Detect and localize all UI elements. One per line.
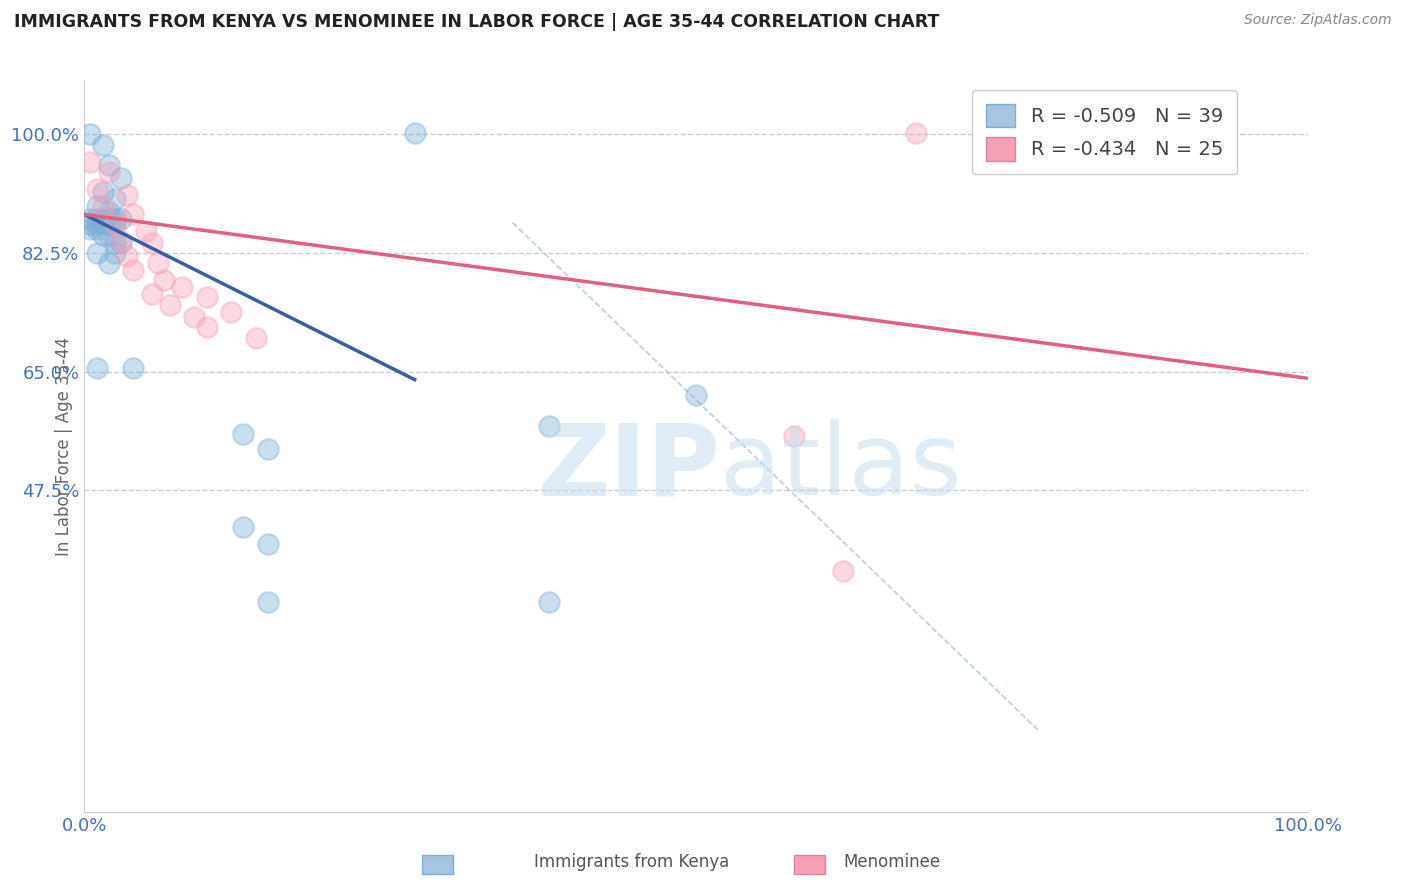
Text: atlas: atlas	[720, 419, 962, 516]
Point	[135, 224, 157, 238]
Point	[91, 227, 114, 242]
Text: IMMIGRANTS FROM KENYA VS MENOMINEE IN LABOR FORCE | AGE 35-44 CORRELATION CHART: IMMIGRANTS FROM KENYA VS MENOMINEE IN LA…	[14, 13, 939, 31]
Point	[91, 137, 114, 152]
Point	[172, 280, 194, 294]
Point	[195, 320, 218, 334]
Point	[97, 227, 120, 242]
Point	[97, 217, 120, 231]
Point	[257, 442, 280, 457]
Text: Menominee: Menominee	[844, 853, 941, 871]
Point	[104, 217, 127, 231]
Point	[104, 246, 127, 260]
Point	[115, 249, 138, 263]
Text: ZIP: ZIP	[537, 419, 720, 516]
Point	[110, 171, 132, 186]
Point	[110, 235, 132, 250]
Legend: R = -0.509   N = 39, R = -0.434   N = 25: R = -0.509 N = 39, R = -0.434 N = 25	[973, 90, 1237, 175]
Text: Source: ZipAtlas.com: Source: ZipAtlas.com	[1244, 13, 1392, 28]
Y-axis label: In Labor Force | Age 35-44: In Labor Force | Age 35-44	[55, 336, 73, 556]
Point	[141, 235, 163, 250]
Point	[245, 331, 267, 345]
Point	[91, 185, 114, 199]
Point	[91, 217, 114, 231]
Point	[232, 520, 254, 534]
Point	[122, 263, 145, 277]
Point	[86, 198, 108, 212]
Point	[685, 388, 707, 402]
Point	[79, 222, 101, 236]
Point	[86, 222, 108, 236]
Point	[97, 212, 120, 227]
Point	[538, 418, 561, 433]
Point	[97, 205, 120, 219]
Point	[122, 361, 145, 376]
Point	[183, 310, 205, 325]
Point	[219, 305, 242, 319]
Point	[86, 212, 108, 227]
Point	[159, 298, 181, 312]
Point	[104, 235, 127, 250]
Point	[104, 192, 127, 206]
Point	[831, 564, 853, 578]
Text: Immigrants from Kenya: Immigrants from Kenya	[534, 853, 730, 871]
Point	[104, 217, 127, 231]
Point	[257, 595, 280, 609]
Point	[97, 256, 120, 270]
Point	[110, 234, 132, 248]
Point	[79, 217, 101, 231]
Point	[538, 595, 561, 609]
Point	[79, 128, 101, 142]
Point	[141, 286, 163, 301]
Point	[122, 207, 145, 221]
Point	[104, 212, 127, 227]
Point	[404, 126, 426, 140]
Point	[86, 217, 108, 231]
Point	[146, 256, 169, 270]
Point	[232, 426, 254, 441]
Point	[91, 212, 114, 227]
Point	[97, 158, 120, 172]
Point	[110, 212, 132, 227]
Point	[257, 537, 280, 551]
Point	[783, 429, 806, 443]
Point	[115, 188, 138, 202]
Point	[86, 361, 108, 376]
Point	[86, 246, 108, 260]
Point	[195, 290, 218, 304]
Point	[79, 154, 101, 169]
Point	[905, 126, 928, 140]
Point	[86, 181, 108, 195]
Point	[91, 198, 114, 212]
Point	[153, 273, 176, 287]
Point	[79, 212, 101, 227]
Point	[97, 165, 120, 179]
